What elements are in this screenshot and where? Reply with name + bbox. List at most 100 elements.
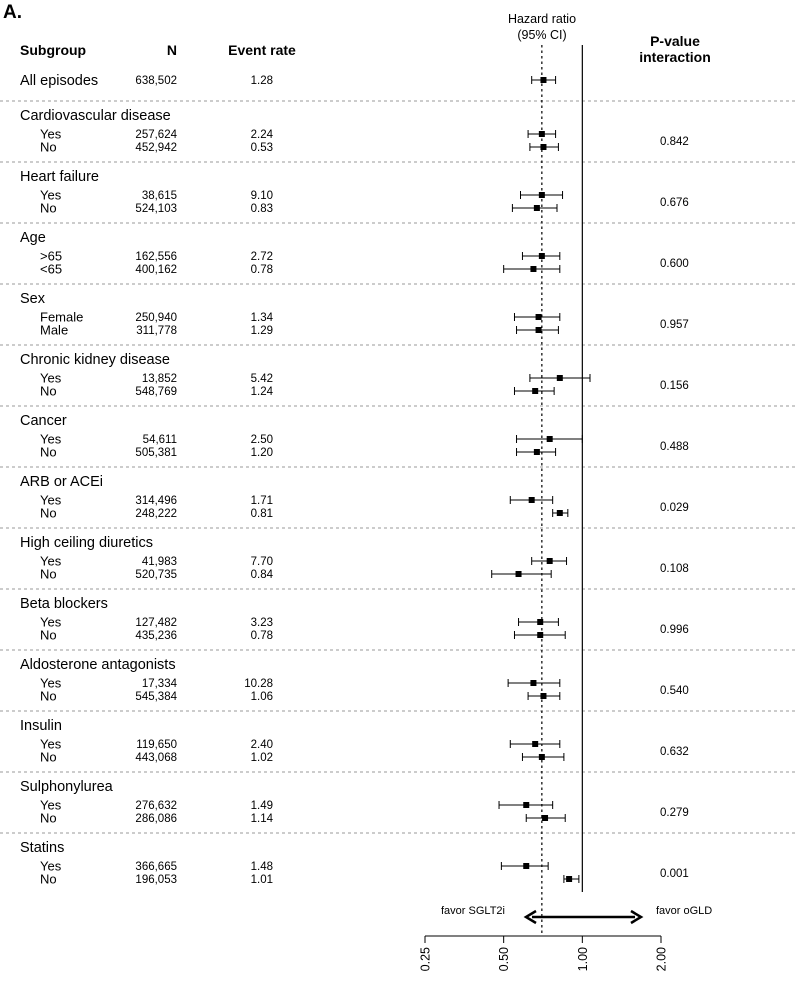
x-tick-label: 1.00: [576, 947, 590, 971]
row-event-rate: 1.48: [251, 861, 273, 873]
overall-label: All episodes: [20, 73, 98, 89]
row-point: [546, 436, 553, 442]
row-event-rate: 1.02: [251, 752, 273, 764]
row-event-rate: 10.28: [244, 678, 273, 690]
row-event-rate: 0.53: [251, 142, 273, 154]
row-label: No: [40, 506, 57, 521]
group-name: Statins: [20, 840, 64, 856]
x-tick-label: 0.25: [419, 947, 433, 971]
p-value: 0.600: [660, 258, 689, 270]
p-value: 0.842: [660, 136, 689, 148]
x-tick-label: 2.00: [655, 947, 669, 971]
group-name: Age: [20, 230, 46, 246]
row-event-rate: 0.84: [251, 569, 274, 581]
p-value: 0.676: [660, 197, 689, 209]
forest-rows: All episodes 638,502 1.28 Cardiovascular di…: [0, 73, 797, 887]
group-name: Heart failure: [20, 169, 99, 185]
group-name: Chronic kidney disease: [20, 352, 170, 368]
p-value: 0.632: [660, 746, 689, 758]
row-label: Yes: [40, 188, 62, 203]
row-n: 524,103: [135, 203, 177, 215]
row-point: [528, 497, 535, 503]
row-event-rate: 1.24: [251, 386, 274, 398]
row-event-rate: 1.14: [251, 813, 274, 825]
row-label: >65: [40, 249, 62, 264]
row-event-rate: 1.06: [251, 691, 273, 703]
row-point: [556, 375, 563, 381]
row-label: Yes: [40, 859, 62, 874]
overall-event-rate: 1.28: [251, 75, 273, 87]
p-value: 0.156: [660, 380, 689, 392]
row-label: Yes: [40, 615, 62, 630]
row-event-rate: 2.40: [251, 739, 273, 751]
row-label: Female: [40, 310, 83, 325]
row-n: 41,983: [142, 556, 177, 568]
row-label: Yes: [40, 371, 62, 386]
row-point: [537, 619, 544, 625]
row-n: 435,236: [135, 630, 177, 642]
x-tick-label: 0.50: [497, 947, 511, 971]
row-n: 443,068: [135, 752, 177, 764]
row-label: Male: [40, 323, 68, 338]
header-event-rate: Event rate: [228, 42, 296, 58]
row-event-rate: 0.78: [251, 264, 273, 276]
row-point: [540, 693, 547, 699]
row-point: [530, 680, 537, 686]
row-point: [523, 802, 530, 808]
row-label: <65: [40, 262, 62, 277]
row-event-rate: 7.70: [251, 556, 273, 568]
row-label: No: [40, 689, 57, 704]
row-label: Yes: [40, 127, 62, 142]
group-name: Cancer: [20, 413, 67, 429]
favor-arrow-right-head: [630, 909, 644, 925]
row-n: 314,496: [135, 495, 177, 507]
row-n: 548,769: [135, 386, 177, 398]
row-point: [530, 266, 537, 272]
row-label: No: [40, 201, 57, 216]
row-n: 311,778: [136, 325, 177, 337]
p-value: 0.279: [660, 807, 689, 819]
row-n: 38,615: [142, 190, 177, 202]
overall-point: [540, 77, 547, 83]
row-point: [535, 327, 542, 333]
row-n: 520,735: [135, 569, 177, 581]
group-name: Beta blockers: [20, 596, 108, 612]
row-n: 286,086: [135, 813, 177, 825]
row-event-rate: 1.01: [251, 874, 273, 886]
header-n: N: [167, 42, 177, 58]
row-label: No: [40, 750, 57, 765]
row-n: 54,611: [143, 434, 177, 446]
row-n: 196,053: [135, 874, 177, 886]
row-event-rate: 1.49: [251, 800, 273, 812]
row-n: 250,940: [135, 312, 177, 324]
header-hazard-ratio-ci: (95% CI): [517, 28, 566, 42]
header-interaction: interaction: [639, 49, 711, 65]
header-hazard-ratio: Hazard ratio: [508, 12, 576, 26]
group-name: Aldosterone antagonists: [20, 657, 176, 673]
row-event-rate: 1.20: [251, 447, 273, 459]
p-value: 0.996: [660, 624, 689, 636]
p-value: 0.540: [660, 685, 689, 697]
panel-label: A.: [3, 2, 22, 23]
row-n: 505,381: [135, 447, 177, 459]
row-n: 13,852: [142, 373, 177, 385]
group-name: Insulin: [20, 718, 62, 734]
p-value: 0.957: [660, 319, 689, 331]
row-event-rate: 2.72: [251, 251, 273, 263]
row-label: No: [40, 872, 57, 887]
p-value: 0.001: [660, 868, 689, 880]
row-n: 366,665: [135, 861, 177, 873]
header-p-value: P-value: [650, 33, 700, 49]
overall-n: 638,502: [135, 75, 177, 87]
header-subgroup: Subgroup: [20, 42, 86, 58]
row-event-rate: 0.78: [251, 630, 273, 642]
group-name: High ceiling diuretics: [20, 535, 153, 551]
row-label: Yes: [40, 676, 62, 691]
group-name: Sex: [20, 291, 46, 307]
row-n: 452,942: [135, 142, 177, 154]
row-n: 162,556: [135, 251, 177, 263]
row-point: [556, 510, 563, 516]
row-n: 545,384: [135, 691, 177, 703]
row-event-rate: 1.34: [251, 312, 274, 324]
